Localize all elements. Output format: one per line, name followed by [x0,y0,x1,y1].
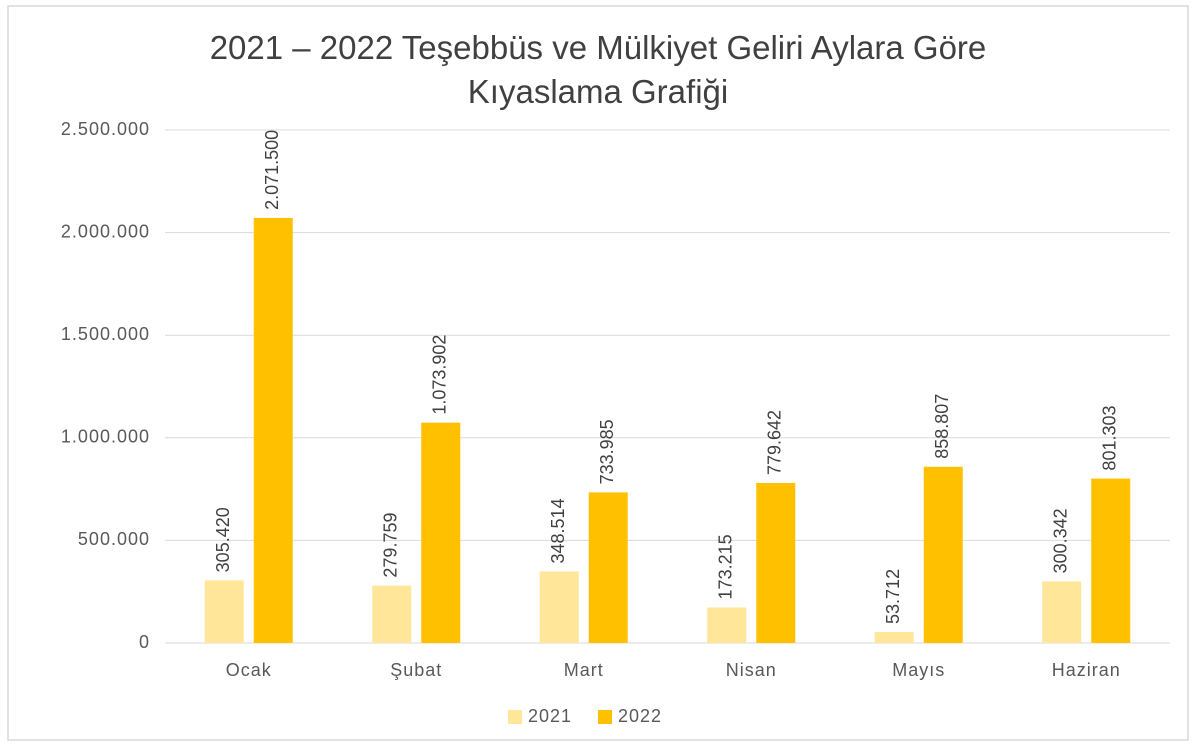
bar [874,631,914,643]
x-tick-label: Mart [564,660,604,680]
value-label: 279.759 [381,513,401,578]
bar [253,217,293,643]
bar [421,422,461,643]
legend-label: 2022 [618,706,662,726]
bar [1042,581,1082,643]
y-tick-label: 500.000 [78,529,150,549]
legend-label: 2021 [528,706,572,726]
value-label: 1.073.902 [430,335,450,415]
value-label: 2.071.500 [262,130,282,210]
value-label: 801.303 [1100,405,1120,470]
y-tick-label: 2.000.000 [61,221,150,241]
x-tick-label: Mayıs [892,660,945,680]
y-tick-label: 0 [139,632,150,652]
bar [707,607,747,643]
y-tick-label: 1.000.000 [61,427,150,447]
value-label: 305.420 [213,507,233,572]
bar [923,466,963,643]
value-label: 53.712 [883,569,903,624]
legend-swatch [508,710,522,724]
chart-border [7,5,1189,741]
y-tick-label: 1.500.000 [61,324,150,344]
value-label: 173.215 [716,534,736,599]
chart-title: 2021 – 2022 Teşebbüs ve Mülkiyet Geliri … [209,29,987,110]
legend-swatch [598,710,612,724]
x-tick-label: Nisan [726,660,777,680]
value-label: 779.642 [765,410,785,475]
bar [204,580,244,643]
x-tick-label: Şubat [390,660,442,680]
value-label: 858.807 [932,394,952,459]
value-label: 300.342 [1051,508,1071,573]
y-tick-label: 2.500.000 [61,119,150,139]
x-tick-label: Haziran [1052,660,1121,680]
bar [539,571,579,643]
bar [1091,478,1131,643]
bar [756,483,796,643]
x-tick-label: Ocak [226,660,272,680]
value-label: 348.514 [548,498,568,563]
bar [588,492,628,643]
bar [372,585,412,643]
value-label: 733.985 [597,419,617,484]
